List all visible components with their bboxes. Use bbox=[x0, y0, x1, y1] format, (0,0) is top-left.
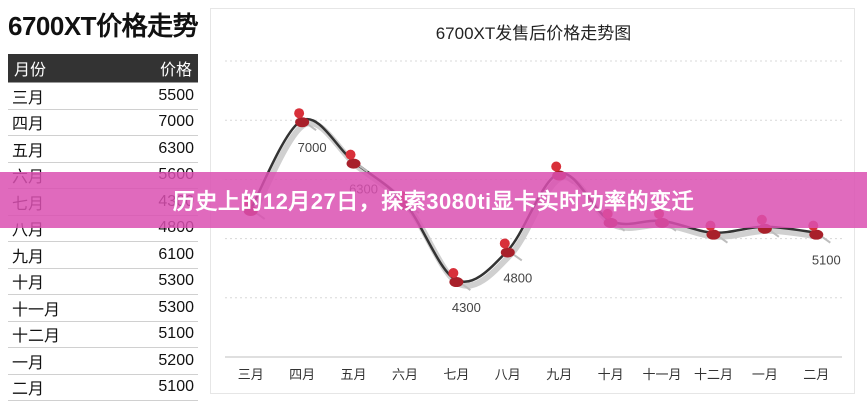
marker-base bbox=[346, 158, 361, 169]
data-point-marker bbox=[294, 108, 305, 119]
row-month: 二月 bbox=[8, 374, 115, 401]
table-row: 九月 6100 bbox=[8, 241, 198, 269]
table-header-row: 月份 价格 bbox=[8, 54, 198, 83]
data-label: 4800 bbox=[503, 270, 532, 285]
table-title: 6700XT价格走势 bbox=[8, 11, 199, 41]
x-tick-label: 十二月 bbox=[694, 367, 733, 382]
row-month: 十一月 bbox=[8, 294, 115, 322]
data-point-marker bbox=[448, 268, 459, 279]
table-row: 四月 7000 bbox=[8, 109, 198, 136]
table-row: 十月 5300 bbox=[8, 268, 198, 295]
marker-base bbox=[449, 277, 464, 288]
x-tick-label: 十月 bbox=[598, 367, 624, 382]
row-price: 5300 bbox=[114, 294, 198, 322]
x-tick-label: 一月 bbox=[752, 367, 778, 382]
row-price: 6300 bbox=[114, 135, 198, 163]
x-tick-label: 三月 bbox=[238, 367, 264, 382]
data-point-marker bbox=[551, 161, 562, 172]
row-price: 7000 bbox=[114, 109, 198, 136]
data-point-marker bbox=[345, 149, 356, 160]
x-tick-label: 五月 bbox=[341, 367, 367, 382]
x-tick-label: 二月 bbox=[803, 367, 829, 382]
table-row: 三月 5500 bbox=[8, 82, 198, 110]
marker-base bbox=[295, 117, 310, 128]
row-month: 九月 bbox=[8, 241, 115, 269]
row-month: 三月 bbox=[8, 82, 115, 110]
column-header-month: 月份 bbox=[8, 54, 115, 83]
table-row: 五月 6300 bbox=[8, 135, 198, 163]
table-row: 一月 5200 bbox=[8, 347, 198, 375]
row-month: 十月 bbox=[8, 268, 115, 295]
data-label: 4300 bbox=[452, 300, 481, 315]
x-tick-label: 九月 bbox=[546, 367, 572, 382]
x-tick-label: 六月 bbox=[392, 367, 418, 382]
headline-banner: 历史上的12月27日，探索3080ti显卡实时功率的变迁 bbox=[0, 172, 867, 228]
row-price: 5300 bbox=[114, 268, 198, 295]
chart-title: 6700XT发售后价格走势图 bbox=[436, 24, 632, 43]
marker-base bbox=[500, 247, 515, 258]
marker-base bbox=[809, 229, 824, 240]
x-tick-label: 十一月 bbox=[643, 367, 682, 382]
row-price: 5200 bbox=[114, 347, 198, 375]
x-tick-label: 四月 bbox=[289, 367, 315, 382]
data-label: 7000 bbox=[298, 140, 327, 155]
table-row: 十二月 5100 bbox=[8, 321, 198, 348]
row-month: 四月 bbox=[8, 109, 115, 136]
data-label: 5100 bbox=[812, 253, 841, 268]
banner-text: 历史上的12月27日，探索3080ti显卡实时功率的变迁 bbox=[172, 189, 695, 214]
row-month: 十二月 bbox=[8, 321, 115, 348]
row-month: 五月 bbox=[8, 135, 115, 163]
column-header-price: 价格 bbox=[114, 54, 198, 83]
data-point-marker bbox=[499, 238, 510, 249]
x-tick-label: 七月 bbox=[443, 367, 469, 382]
marker-base bbox=[706, 229, 721, 240]
row-price: 5500 bbox=[114, 82, 198, 110]
table-row: 二月 5100 bbox=[8, 374, 198, 401]
row-price: 5100 bbox=[114, 374, 198, 401]
row-month: 一月 bbox=[8, 347, 115, 375]
row-price: 5100 bbox=[114, 321, 198, 348]
row-price: 6100 bbox=[114, 241, 198, 269]
table-row: 十一月 5300 bbox=[8, 294, 198, 322]
x-tick-label: 八月 bbox=[495, 367, 521, 382]
